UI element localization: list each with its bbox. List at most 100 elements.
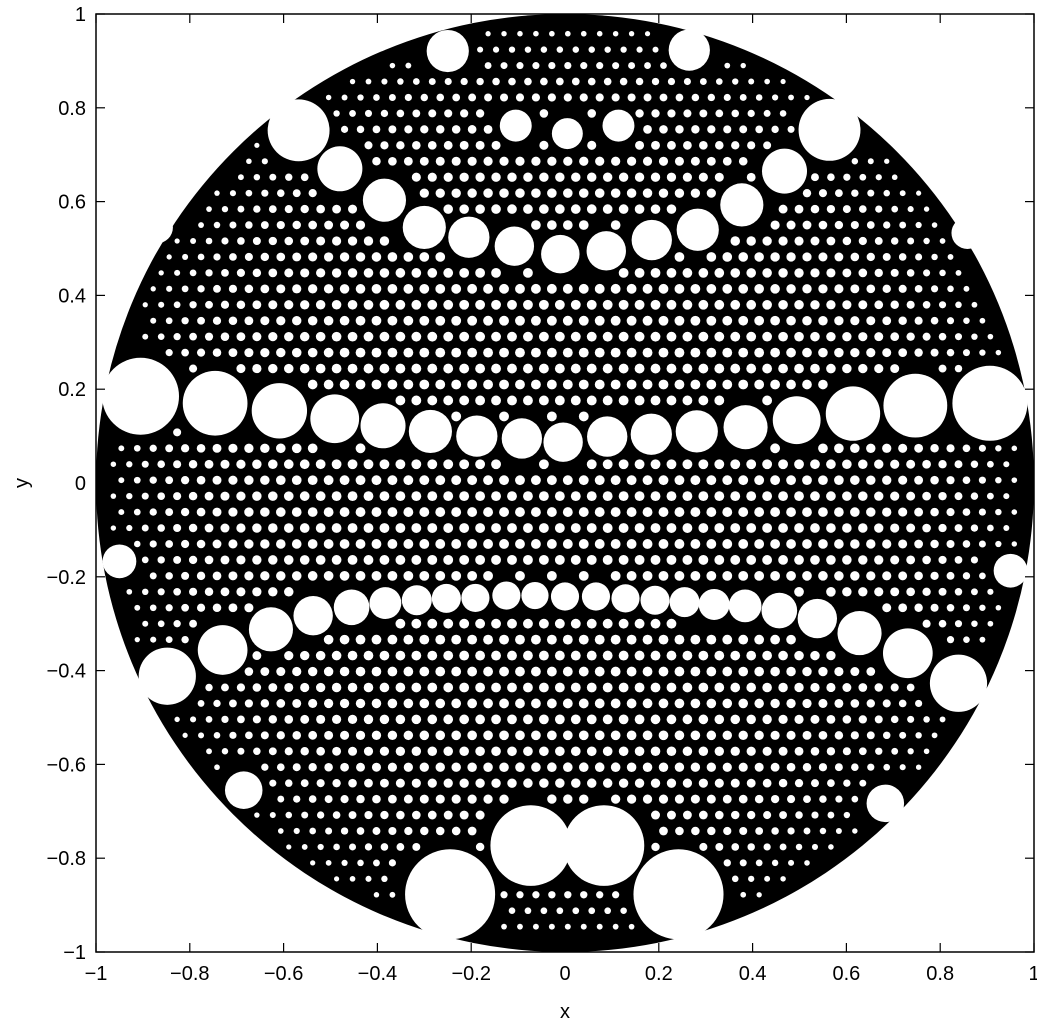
filler-circle bbox=[578, 379, 589, 390]
filler-circle bbox=[507, 331, 517, 342]
filler-circle bbox=[530, 539, 541, 549]
filler-circle bbox=[635, 109, 644, 118]
filler-circle bbox=[842, 523, 852, 533]
filler-circle bbox=[459, 810, 469, 820]
filler-circle bbox=[586, 204, 597, 214]
filler-circle bbox=[212, 475, 222, 485]
filler-circle bbox=[946, 508, 955, 517]
filler-circle bbox=[690, 539, 701, 549]
filler-circle bbox=[475, 842, 485, 852]
filler-circle bbox=[276, 731, 285, 740]
filler-circle bbox=[778, 459, 788, 470]
filler-circle bbox=[523, 714, 533, 725]
filler-circle bbox=[954, 588, 963, 596]
filler-circle bbox=[650, 523, 661, 533]
filler-circle bbox=[293, 827, 300, 835]
filler-circle bbox=[315, 300, 326, 310]
filler-circle bbox=[141, 556, 149, 564]
filler-circle bbox=[626, 156, 637, 166]
filler-circle bbox=[339, 284, 350, 294]
filler-circle bbox=[323, 666, 334, 677]
filler-circle bbox=[491, 363, 501, 374]
filler-circle bbox=[756, 892, 762, 898]
filler-circle bbox=[133, 444, 141, 452]
filler-circle bbox=[930, 316, 939, 325]
filler-circle bbox=[387, 379, 398, 390]
filler-circle bbox=[579, 93, 588, 102]
filler-circle bbox=[602, 172, 613, 182]
filler-circle bbox=[850, 571, 860, 581]
filler-circle bbox=[538, 491, 549, 502]
filler-circle bbox=[555, 778, 565, 788]
filler-circle bbox=[866, 316, 876, 326]
filler-circle bbox=[173, 460, 182, 469]
filler-circle bbox=[715, 109, 724, 118]
filler-circle bbox=[293, 795, 301, 803]
packed-circle bbox=[581, 582, 611, 611]
filler-circle bbox=[674, 762, 685, 772]
filler-circle bbox=[331, 523, 342, 533]
filler-circle bbox=[602, 459, 613, 470]
filler-circle bbox=[834, 252, 844, 262]
filler-circle bbox=[802, 507, 812, 517]
filler-circle bbox=[738, 379, 749, 390]
filler-circle bbox=[157, 588, 165, 596]
filler-circle bbox=[291, 475, 302, 486]
filler-circle bbox=[786, 284, 796, 294]
filler-circle bbox=[412, 78, 420, 85]
filler-circle bbox=[435, 570, 446, 581]
filler-circle bbox=[523, 299, 533, 310]
packed-circle bbox=[640, 585, 670, 615]
filler-circle bbox=[626, 634, 637, 645]
filler-circle bbox=[699, 140, 708, 150]
filler-circle bbox=[962, 349, 970, 357]
filler-circle bbox=[538, 299, 549, 310]
filler-circle bbox=[682, 172, 693, 182]
filler-circle bbox=[427, 331, 438, 342]
filler-circle bbox=[978, 508, 986, 516]
filler-circle bbox=[778, 204, 788, 214]
filler-circle bbox=[954, 492, 963, 501]
filler-circle bbox=[196, 507, 206, 517]
tick-layer: −1 −0.8 −0.6 −0.4 −0.2 0 0.2 0.4 0.6 0.8 1−1−0.8−0… bbox=[47, 4, 1037, 985]
filler-circle bbox=[332, 236, 342, 246]
filler-circle bbox=[602, 204, 613, 214]
filler-circle bbox=[538, 395, 549, 406]
filler-circle bbox=[349, 78, 356, 85]
filler-circle bbox=[802, 347, 812, 358]
filler-circle bbox=[253, 205, 261, 213]
filler-circle bbox=[411, 331, 422, 342]
filler-circle bbox=[483, 315, 493, 326]
filler-circle bbox=[706, 252, 717, 262]
filler-circle bbox=[611, 794, 621, 804]
filler-circle bbox=[626, 698, 637, 709]
filler-circle bbox=[690, 634, 701, 645]
filler-circle bbox=[539, 714, 549, 725]
filler-circle bbox=[643, 125, 652, 134]
filler-circle bbox=[387, 539, 398, 549]
filler-circle bbox=[834, 284, 844, 294]
filler-circle bbox=[371, 284, 382, 294]
filler-circle bbox=[554, 554, 565, 565]
filler-circle bbox=[690, 156, 700, 166]
filler-circle bbox=[332, 746, 342, 756]
filler-circle bbox=[339, 539, 350, 549]
filler-circle bbox=[906, 269, 915, 277]
filler-circle bbox=[228, 348, 238, 358]
filler-circle bbox=[475, 267, 486, 278]
packed-circle bbox=[676, 208, 719, 251]
filler-circle bbox=[403, 539, 414, 549]
filler-circle bbox=[403, 730, 414, 741]
filler-circle bbox=[405, 62, 412, 69]
filler-circle bbox=[570, 363, 581, 374]
filler-circle bbox=[347, 268, 358, 278]
filler-circle bbox=[634, 714, 645, 725]
filler-circle bbox=[818, 698, 828, 708]
filler-circle bbox=[658, 315, 669, 326]
filler-circle bbox=[666, 650, 677, 661]
filler-circle bbox=[403, 570, 414, 581]
filler-circle bbox=[747, 109, 755, 118]
filler-circle bbox=[770, 666, 780, 677]
filler-circle bbox=[683, 109, 692, 118]
filler-circle bbox=[794, 300, 804, 310]
